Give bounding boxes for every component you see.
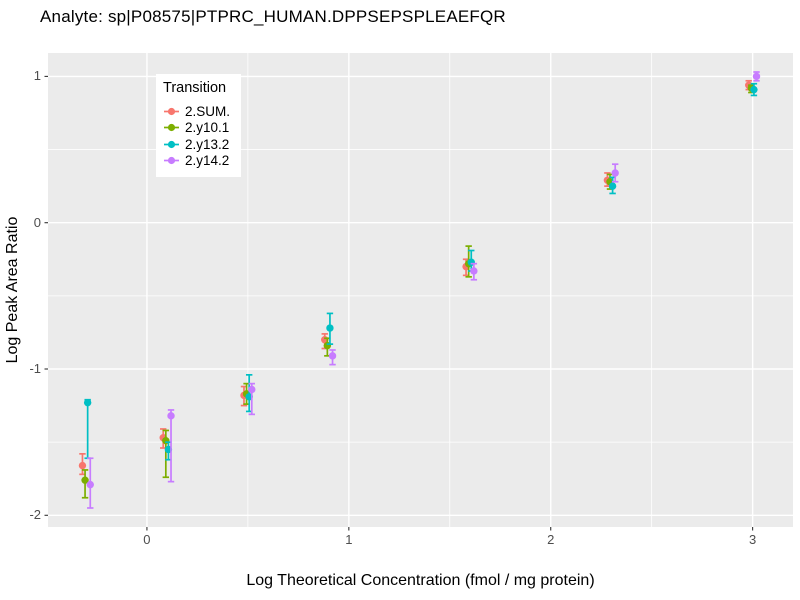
legend-key-pointrange-icon <box>164 107 179 115</box>
legend-item: 2.SUM. <box>163 103 241 120</box>
data-point <box>328 352 337 360</box>
y-tick-label: 0 <box>33 214 41 230</box>
y-axis-label: Log Peak Area Ratio <box>4 216 21 364</box>
data-point <box>83 398 92 407</box>
legend-item-label: 2.y13.2 <box>185 136 230 152</box>
legend-key-pointrange-icon <box>164 124 179 132</box>
legend-item-label: 2.y14.2 <box>185 153 230 169</box>
y-tick-label: -1 <box>29 361 41 376</box>
y-tick-label: 1 <box>33 68 41 84</box>
x-tick-label: 3 <box>748 532 757 547</box>
data-point <box>611 169 619 177</box>
legend-item: 2.y13.2 <box>163 136 241 153</box>
x-axis-label: Log Theoretical Concentration (fmol / mg… <box>246 572 595 589</box>
legend-key-pointrange-icon <box>164 157 179 165</box>
chart-title: Analyte: sp|P08575|PTPRC_HUMAN.DPPSEPSPL… <box>40 7 506 26</box>
data-point <box>78 461 87 470</box>
x-tick-label: 1 <box>345 532 353 547</box>
data-point <box>752 72 761 81</box>
legend: Transition 2.SUM. 2.y10.1 2.y13.2 2.y14.2 <box>156 74 241 177</box>
data-point <box>326 324 334 332</box>
legend-item-label: 2.y10.1 <box>185 120 230 136</box>
legend-title: Transition <box>163 80 227 96</box>
data-point <box>167 412 175 420</box>
y-tick-label: -2 <box>29 507 41 523</box>
legend-item: 2.y14.2 <box>163 153 241 170</box>
x-tick-label: 0 <box>143 532 151 547</box>
legend-key-pointrange-icon <box>164 140 179 148</box>
legend-item: 2.y10.1 <box>163 120 241 137</box>
legend-items: 2.SUM. 2.y10.1 2.y13.2 2.y14.2 <box>163 103 241 169</box>
data-point <box>608 182 617 190</box>
x-tick-label: 2 <box>547 532 555 547</box>
data-point <box>86 480 94 489</box>
data-point <box>81 476 89 484</box>
legend-item-label: 2.SUM. <box>185 103 231 119</box>
data-point <box>470 267 478 275</box>
data-point <box>750 85 758 94</box>
data-point <box>248 385 256 394</box>
